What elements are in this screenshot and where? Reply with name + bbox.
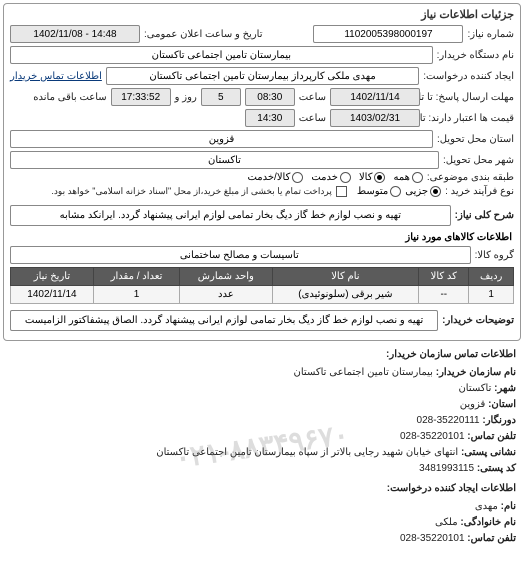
- row-validity: قیمت ها اعتبار دارند: تا تاریخ: 1403/02/…: [10, 109, 514, 127]
- time-remain-sfx: ساعت باقی مانده: [33, 92, 106, 103]
- td-unit: عدد: [180, 286, 272, 304]
- purchase-note: پرداخت تمام یا بخشی از مبلغ خرید،از محل …: [51, 186, 331, 197]
- th-row: ردیف: [469, 268, 514, 286]
- days-word: روز و: [175, 92, 197, 103]
- radio-all[interactable]: همه: [393, 172, 422, 183]
- td-name: شیر برقی (سلونوئیدی): [272, 286, 419, 304]
- buyer-org-field: بیمارستان تامین اجتماعی تاکستان: [10, 46, 433, 64]
- line-city: شهر: تاکستان: [8, 381, 516, 397]
- th-qty: تعداد / مقدار: [93, 268, 179, 286]
- buyer-notes-field: تهیه و نصب لوازم خط گاز دیگ بخار تمامی ل…: [10, 310, 438, 331]
- td-row: 1: [469, 286, 514, 304]
- line-postcode: کد پستی: 3481993115: [8, 461, 516, 477]
- contact-link[interactable]: اطلاعات تماس خریدار: [10, 71, 102, 82]
- radio-medium[interactable]: متوسط: [357, 186, 401, 197]
- row-need-no: شماره نیاز: 1102005398000197 تاریخ و ساع…: [10, 25, 514, 43]
- line-req-phone: تلفن تماس: 35220101-028: [8, 531, 516, 547]
- deadline-label: مهلت ارسال پاسخ: تا تاریخ:: [424, 92, 514, 103]
- line-org: نام سازمان خریدار: بیمارستان تامین اجتما…: [8, 365, 516, 381]
- td-date: 1402/11/14: [11, 286, 94, 304]
- city-field: تاکستان: [10, 151, 439, 169]
- province-label: استان محل تحویل:: [437, 134, 514, 145]
- th-unit: واحد شمارش: [180, 268, 272, 286]
- group-field: تاسیسات و مصالح ساختمانی: [10, 246, 471, 264]
- panel-title: جزئیات اطلاعات نیاز: [10, 8, 514, 21]
- line-phone: تلفن تماس: 35220101-028: [8, 429, 516, 445]
- need-no-field: 1102005398000197: [313, 25, 463, 43]
- req-title: اطلاعات ایجاد کننده درخواست:: [8, 481, 516, 497]
- th-name: نام کالا: [272, 268, 419, 286]
- row-group: گروه کالا: تاسیسات و مصالح ساختمانی: [10, 246, 514, 264]
- table-header-row: ردیف کد کالا نام کالا واحد شمارش تعداد /…: [11, 268, 514, 286]
- table-row: 1 -- شیر برقی (سلونوئیدی) عدد 1 1402/11/…: [11, 286, 514, 304]
- city-label: شهر محل تحویل:: [443, 155, 514, 166]
- line-name: نام: مهدی: [8, 499, 516, 515]
- row-province: استان محل تحویل: قزوین: [10, 130, 514, 148]
- row-city: شهر محل تحویل: تاکستان: [10, 151, 514, 169]
- category-label: طبقه بندی موضوعی:: [427, 172, 514, 183]
- line-province: استان: قزوین: [8, 397, 516, 413]
- requester-field: مهدی ملکی کارپرداز بیمارستان تامین اجتما…: [106, 67, 419, 85]
- radio-service[interactable]: خدمت: [311, 172, 351, 183]
- row-desc: شرح کلی نیاز: تهیه و نصب لوازم خط گاز دی…: [10, 205, 514, 226]
- cb-treasury[interactable]: [336, 186, 347, 197]
- deadline-time-field: 08:30: [245, 88, 295, 106]
- row-buyer-notes: توضیحات خریدار: تهیه و نصب لوازم خط گاز …: [10, 310, 514, 331]
- contact-title: اطلاعات تماس سازمان خریدار:: [8, 347, 516, 363]
- line-family: نام خانوادگی: ملکی: [8, 515, 516, 531]
- row-buyer-org: نام دستگاه خریدار: بیمارستان تامین اجتما…: [10, 46, 514, 64]
- row-requester: ایجاد کننده درخواست: مهدی ملکی کارپرداز …: [10, 67, 514, 85]
- time-label-2: ساعت: [299, 113, 326, 124]
- row-category: طبقه بندی موضوعی: همه کالا خدمت کالا/خدم…: [10, 172, 514, 183]
- province-field: قزوین: [10, 130, 433, 148]
- announce-field: 14:48 - 1402/11/08: [10, 25, 140, 43]
- buyer-org-label: نام دستگاه خریدار:: [437, 50, 514, 61]
- radio-partial[interactable]: جزیی: [405, 186, 441, 197]
- th-code: کد کالا: [419, 268, 469, 286]
- days-remain-field: 5: [201, 88, 241, 106]
- time-label-1: ساعت: [299, 92, 326, 103]
- radio-goods[interactable]: کالا: [359, 172, 386, 183]
- desc-field: تهیه و نصب لوازم خط گاز دیگ بخار تمامی ل…: [10, 205, 451, 226]
- goods-title: اطلاعات کالاهای مورد نیاز: [12, 232, 512, 243]
- purchase-type-label: نوع فرآیند خرید :: [445, 186, 514, 197]
- buyer-notes-label: توضیحات خریدار:: [442, 315, 514, 326]
- requester-label: ایجاد کننده درخواست:: [423, 71, 514, 82]
- row-deadline: مهلت ارسال پاسخ: تا تاریخ: 1402/11/14 سا…: [10, 88, 514, 106]
- need-no-label: شماره نیاز:: [467, 29, 514, 40]
- group-label: گروه کالا:: [475, 250, 514, 261]
- contact-block: ۰۲۱-۸۸۳۴۹۶۷۰ اطلاعات تماس سازمان خریدار:…: [8, 347, 516, 547]
- category-radios: همه کالا خدمت کالا/خدمت: [247, 172, 422, 183]
- td-code: --: [419, 286, 469, 304]
- line-address: نشانی پستی: انتهای خیابان شهید رجایی بال…: [8, 445, 516, 461]
- validity-date-field: 1403/02/31: [330, 109, 420, 127]
- radio-goods-service[interactable]: کالا/خدمت: [247, 172, 303, 183]
- th-date: تاریخ نیاز: [11, 268, 94, 286]
- validity-time-field: 14:30: [245, 109, 295, 127]
- time-remain-field: 17:33:52: [111, 88, 171, 106]
- td-qty: 1: [93, 286, 179, 304]
- deadline-date-field: 1402/11/14: [330, 88, 420, 106]
- need-details-panel: جزئیات اطلاعات نیاز شماره نیاز: 11020053…: [3, 3, 521, 341]
- line-fax: دورنگار: 35220111-028: [8, 413, 516, 429]
- desc-label: شرح کلی نیاز:: [455, 210, 514, 221]
- announce-label: تاریخ و ساعت اعلان عمومی:: [144, 29, 263, 40]
- goods-table: ردیف کد کالا نام کالا واحد شمارش تعداد /…: [10, 267, 514, 304]
- validity-label: قیمت ها اعتبار دارند: تا تاریخ:: [424, 113, 514, 124]
- row-purchase-type: نوع فرآیند خرید : جزیی متوسط پرداخت تمام…: [10, 186, 514, 197]
